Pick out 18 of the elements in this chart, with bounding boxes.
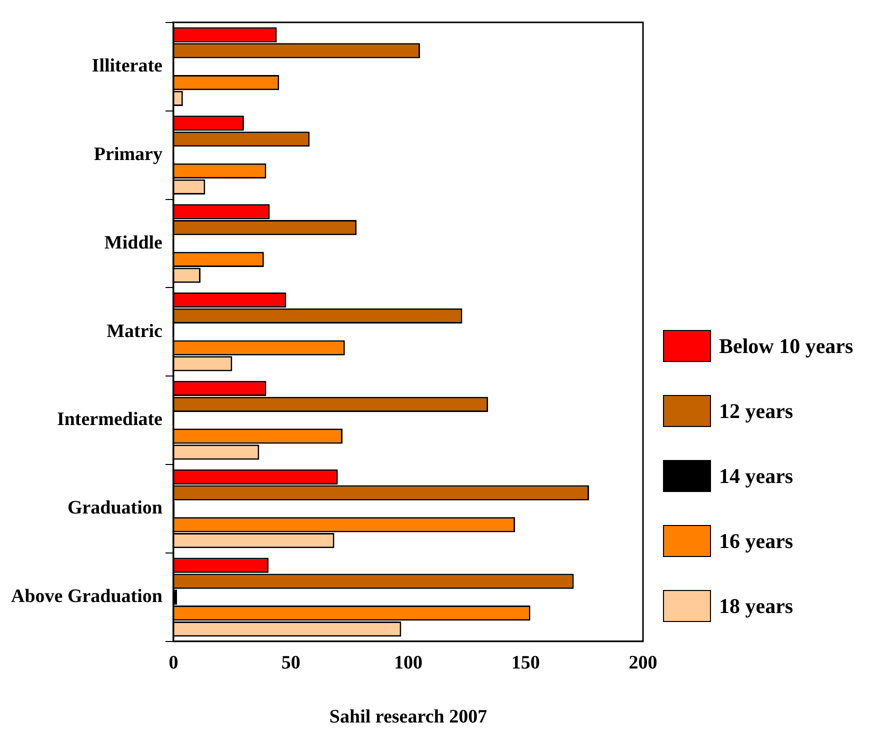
legend-label: Below 10 years bbox=[719, 334, 854, 358]
y-tick-label: Graduation bbox=[67, 498, 163, 519]
x-axis-title: Sahil research 2007 bbox=[329, 706, 488, 728]
legend-label: 18 years bbox=[719, 594, 794, 618]
y-tick-label: Above Graduation bbox=[10, 586, 163, 608]
x-tick-label: 100 bbox=[394, 652, 422, 674]
y-tick-label: Intermediate bbox=[56, 409, 162, 430]
x-tick-label: 150 bbox=[511, 652, 540, 674]
x-tick-label: 200 bbox=[628, 652, 658, 674]
legend-label: 14 years bbox=[719, 464, 794, 488]
legend-label: 12 years bbox=[719, 398, 794, 424]
x-tick-label: 50 bbox=[281, 652, 300, 674]
x-tick-label: 0 bbox=[168, 652, 178, 674]
y-tick-label: Primary bbox=[94, 144, 163, 165]
y-tick-label: Illiterate bbox=[92, 56, 162, 77]
legend-label: 16 years bbox=[719, 528, 794, 554]
y-tick-label: Matric bbox=[106, 320, 162, 342]
y-tick-label: Middle bbox=[104, 232, 162, 254]
